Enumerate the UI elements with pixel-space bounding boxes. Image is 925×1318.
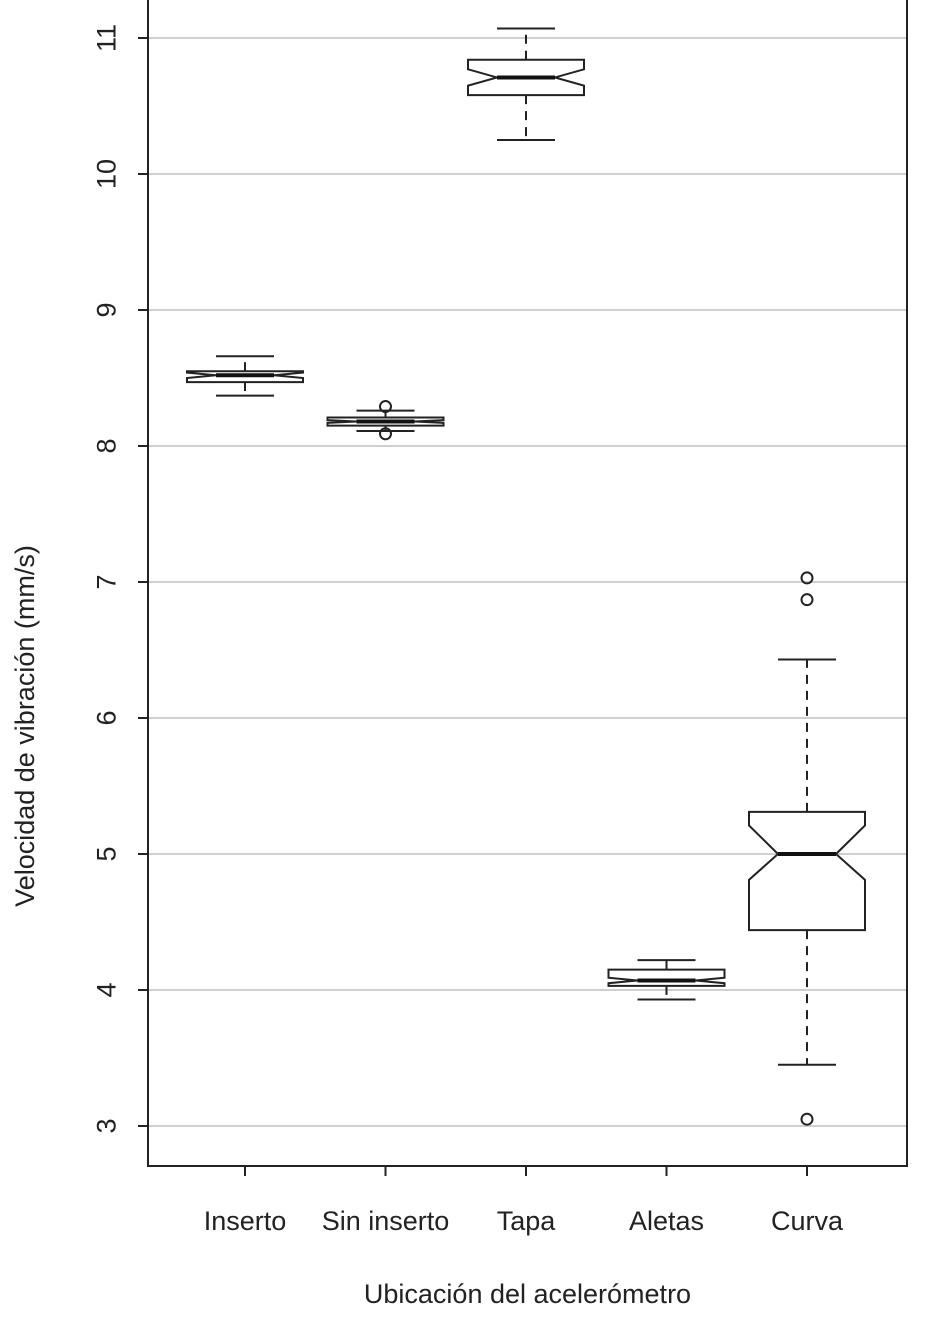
box-inserto: [186, 355, 304, 397]
outlier-point: [800, 571, 814, 585]
outlier-point: [800, 1112, 814, 1126]
x-tick-label: Tapa: [497, 1206, 557, 1236]
y-tick-label: 9: [91, 302, 121, 317]
x-tick-label: Sin inserto: [322, 1206, 450, 1236]
y-tick-label: 8: [91, 438, 121, 453]
y-tick-label: 5: [91, 846, 121, 861]
box-curva: [748, 571, 866, 1126]
box-body: [748, 810, 866, 932]
box-sin-inserto: [326, 400, 445, 441]
outlier-point: [379, 400, 392, 414]
grid-lines: [148, 37, 907, 1127]
box-body: [607, 968, 726, 987]
x-tick-label: Curva: [771, 1206, 844, 1236]
box-aletas: [607, 959, 726, 1001]
y-tick-label: 6: [91, 710, 121, 725]
y-axis-title: Velocidad de vibración (mm/s): [10, 545, 40, 907]
y-tick-label: 10: [91, 159, 121, 189]
x-tick-label: Aletas: [629, 1206, 704, 1236]
y-tick-label: 3: [91, 1118, 121, 1133]
y-tick-label: 4: [91, 982, 121, 997]
outlier-point: [379, 427, 392, 441]
box-tapa: [467, 27, 585, 141]
outlier-point: [800, 593, 814, 607]
x-axis: Inserto Sin inserto Tapa Aletas Curva: [204, 1166, 844, 1236]
x-tick-label: Inserto: [204, 1206, 287, 1236]
y-axis: 3 4 5 6 7 8 9 10 11: [91, 24, 148, 1134]
y-tick-label: 11: [91, 24, 121, 52]
y-tick-label: 7: [91, 574, 121, 589]
plot-frame: [147, 0, 908, 1167]
x-axis-title: Ubicación del acelerómetro: [364, 1279, 691, 1309]
box-group: [186, 27, 866, 1126]
